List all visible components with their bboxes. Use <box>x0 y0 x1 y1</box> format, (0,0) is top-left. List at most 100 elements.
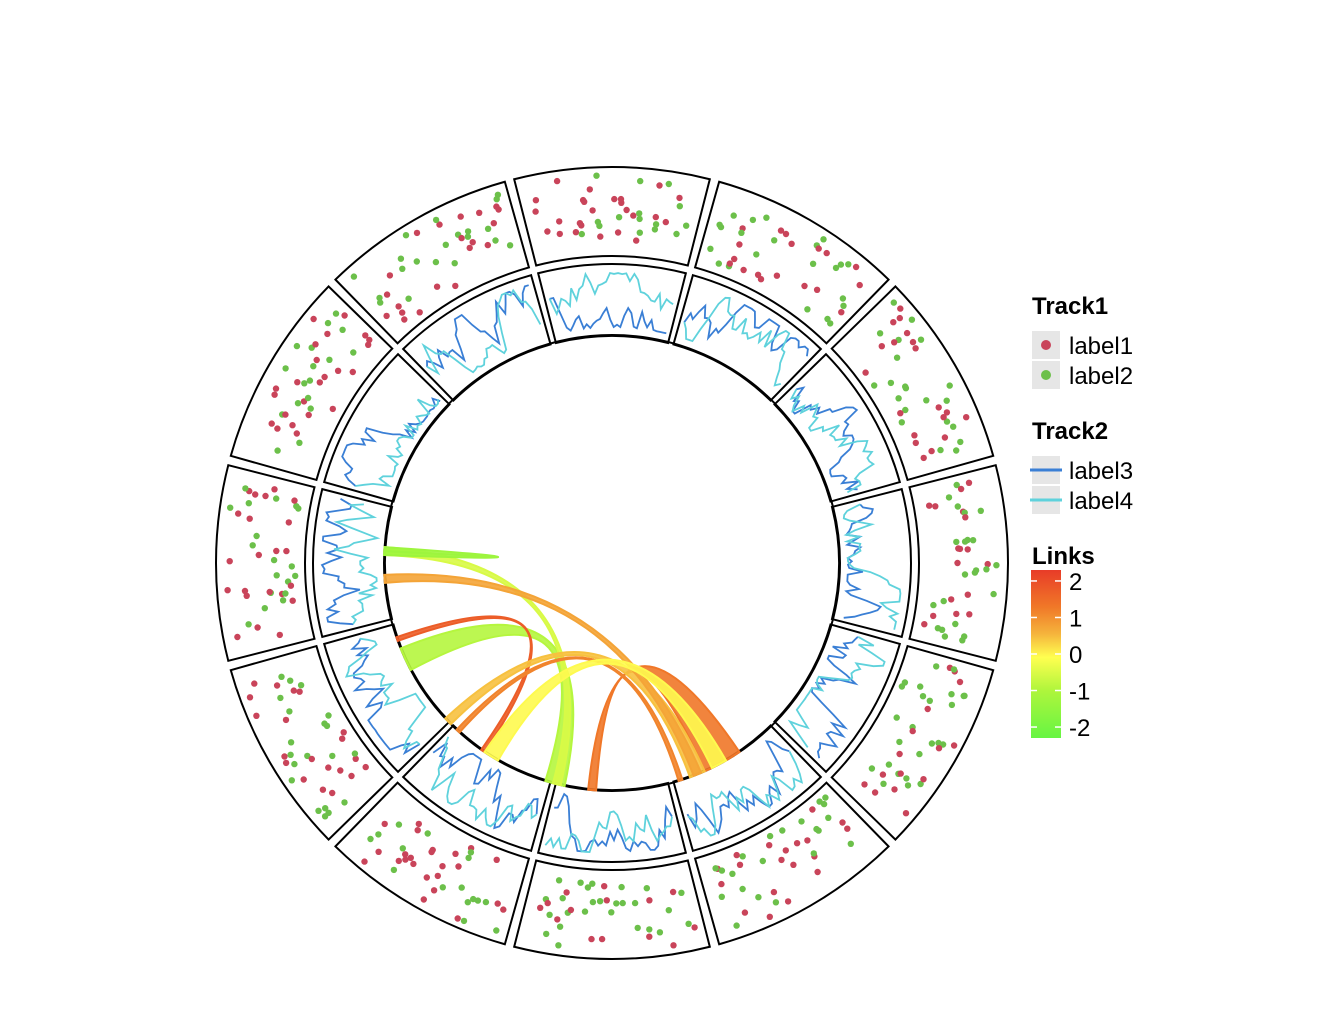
track1-point-label2 <box>646 926 653 933</box>
track2-line-label4 <box>683 296 791 387</box>
track1-point-label2 <box>643 885 650 892</box>
track1-point-label2 <box>948 701 956 709</box>
track1-point-label1 <box>252 491 259 498</box>
track1-point-label2 <box>288 563 295 570</box>
track1-point-label1 <box>662 218 669 226</box>
track1-point-label2 <box>678 889 685 896</box>
track1-sector <box>830 644 995 841</box>
track1-point-label2 <box>665 907 672 914</box>
track1-point-label2 <box>493 927 500 934</box>
track1-point-label1 <box>416 309 423 316</box>
track1-point-label1 <box>282 759 290 767</box>
track1-point-label1 <box>813 286 821 293</box>
track1-point-label1 <box>924 705 931 713</box>
track1-point-label1 <box>433 283 441 290</box>
track1-point-label2 <box>809 260 817 267</box>
track1-point-label1 <box>266 588 273 596</box>
track1-point-label1 <box>287 582 295 589</box>
track1-point-label1 <box>778 856 785 864</box>
track1-point-label2 <box>307 405 314 412</box>
links-tick-label: 0 <box>1069 642 1082 669</box>
track1-point-label1 <box>601 883 608 890</box>
track1-point-label1 <box>955 545 962 552</box>
track1-point-label1 <box>611 195 618 203</box>
track1-point-label2 <box>613 900 620 907</box>
track2-line-label3 <box>350 637 421 756</box>
track1-point-label2 <box>928 740 936 747</box>
track1-point-label1 <box>494 900 501 907</box>
legend-label3: label3 <box>1069 458 1133 485</box>
track1-point-label2 <box>766 832 774 840</box>
track1-point-label1 <box>294 379 301 386</box>
track1-point-label2 <box>953 447 960 454</box>
track1-point-label1 <box>943 409 951 416</box>
track1-point-label1 <box>454 915 461 922</box>
track1-point-label2 <box>287 677 294 684</box>
inner-circle <box>383 334 841 792</box>
track1-point-label1 <box>352 755 359 762</box>
track1-point-label2 <box>619 899 626 907</box>
track1-point-label1 <box>493 856 500 863</box>
links-tick-label: 2 <box>1069 569 1082 596</box>
track1-point-label2 <box>718 867 726 874</box>
track2-line-label4 <box>430 736 538 828</box>
track1-point-label2 <box>287 751 294 758</box>
track1-sector <box>334 180 531 345</box>
track1-point-label2 <box>890 299 897 306</box>
track1-point-label1 <box>452 850 459 857</box>
track1-point-label2 <box>957 438 964 446</box>
track1-point-label2 <box>950 666 958 673</box>
legend-track2-title: Track2 <box>1032 418 1108 445</box>
track1-point-label1 <box>291 497 298 504</box>
links-tick-label: -2 <box>1069 715 1090 742</box>
track1-point-label2 <box>282 590 289 597</box>
track1-point-label2 <box>279 597 287 604</box>
track1-point-label1 <box>281 753 288 760</box>
track1-point-label2 <box>277 694 284 702</box>
track1-point-label2 <box>274 447 281 454</box>
track1-point-label2 <box>294 400 302 407</box>
track1-point-label1 <box>251 680 258 687</box>
track1-point-label1 <box>736 861 744 868</box>
track1-sector <box>215 463 316 663</box>
track1-point-label1 <box>554 916 561 923</box>
track1-point-label1 <box>782 230 790 238</box>
track1-point-label2 <box>245 500 252 507</box>
track1-point-label1 <box>652 213 659 221</box>
track1-point-label2 <box>816 798 823 805</box>
track1-point-label1 <box>576 220 584 227</box>
track1-point-label2 <box>301 380 308 387</box>
track1-point-label1 <box>733 851 740 859</box>
link-ribbon <box>483 658 728 770</box>
track1-point-label1 <box>434 872 441 880</box>
track2-sector <box>312 487 394 639</box>
track1-point-label1 <box>224 587 231 594</box>
track1-point-label2 <box>399 845 406 852</box>
track1-point-label2 <box>395 821 403 828</box>
track1-point-label1 <box>289 422 296 429</box>
track1-point-label2 <box>458 884 465 891</box>
track2-sector <box>672 273 823 402</box>
track1-point-label1 <box>614 229 622 236</box>
track1-point-label1 <box>365 341 372 348</box>
track1-point-label2 <box>464 899 471 906</box>
track1-point-label1 <box>909 727 916 735</box>
track1-sector <box>830 285 995 482</box>
track1-point-label2 <box>926 697 933 704</box>
track1-point-label1 <box>410 860 417 868</box>
track1-point-label1 <box>313 356 320 364</box>
track1-point-label2 <box>825 814 832 821</box>
track1-point-label1 <box>773 272 781 279</box>
track1-point-label2 <box>923 397 930 404</box>
track1-point-label1 <box>296 688 303 695</box>
track2-line-label4 <box>544 810 673 854</box>
track1-point-label1 <box>956 678 964 686</box>
track2-sector <box>830 487 912 639</box>
track1-point-label1 <box>563 889 570 896</box>
track1-point-label2 <box>615 214 623 221</box>
track1-point-label2 <box>896 738 903 746</box>
track1-point-label2 <box>322 805 329 812</box>
track1-point-label2 <box>730 212 737 219</box>
track1-point-label1 <box>341 312 348 319</box>
track1-ring <box>215 166 1009 960</box>
